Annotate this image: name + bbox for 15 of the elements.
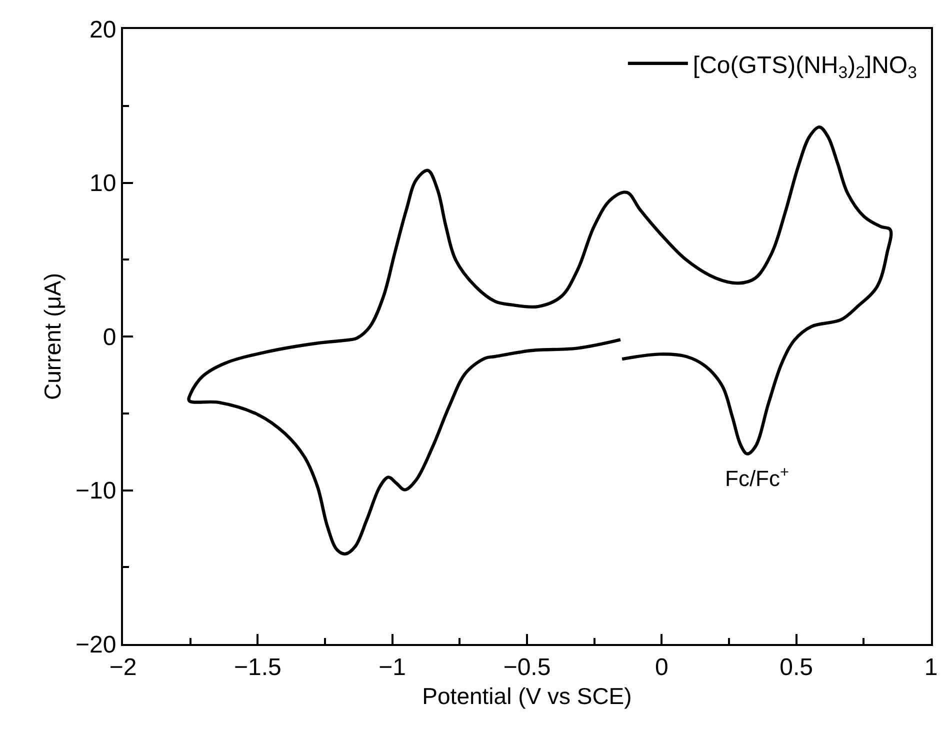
legend-label: [Co(GTS)(NH$_{3}$)$_{2}$]NO$_{3}$ [692,52,917,82]
y-tick-label: −10 [75,478,116,505]
y-tick-label: 10 [89,170,116,198]
x-tick-label: 0 [654,654,668,681]
y-axis-title: Current (μA) [39,273,66,400]
x-tick-label: 0.5 [780,654,814,681]
y-tick-label: 0 [102,324,116,351]
x-tick-label: −1.5 [234,654,282,681]
x-axis-title: Potential (V vs SCE) [422,682,632,709]
y-tick-label: 20 [89,16,116,44]
x-tick-label: −1 [378,654,406,681]
x-tick-label: 1 [924,654,938,681]
line-series [188,125,892,556]
annotation: Fc/Fc$^{+}$ [725,464,789,492]
x-tick-label: −0.5 [503,654,551,681]
